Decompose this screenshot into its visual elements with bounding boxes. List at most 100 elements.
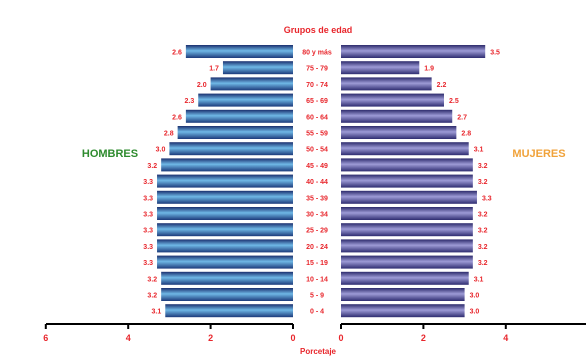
value-label-hombres: 2.3 (185, 98, 195, 105)
value-label-hombres: 3.3 (143, 244, 153, 251)
value-label-mujeres: 2.5 (449, 98, 459, 105)
bar-hombres (157, 223, 293, 237)
category-label: 10 - 14 (306, 276, 328, 283)
value-label-mujeres: 2.8 (461, 131, 471, 138)
value-label-hombres: 3.2 (147, 293, 157, 300)
category-label: 15 - 19 (306, 260, 328, 267)
category-label: 70 - 74 (306, 82, 328, 89)
bar-mujeres (341, 61, 420, 75)
value-label-hombres: 3.3 (143, 228, 153, 235)
x-axis-label: Porcetaje (300, 347, 337, 356)
bar-mujeres (341, 158, 473, 172)
bar-mujeres (341, 142, 469, 156)
category-labels: 80 y más 75 - 79 70 - 74 65 - 69 60 - 64 55 -… (302, 50, 332, 316)
bar-mujeres (341, 271, 469, 285)
left-axis-tick-label: 0 (290, 333, 295, 343)
value-label-hombres: 3.3 (143, 212, 153, 219)
value-label-hombres: 3.2 (147, 163, 157, 170)
category-label: 75 - 79 (306, 66, 328, 73)
bar-mujeres (341, 239, 473, 253)
category-label: 30 - 34 (306, 212, 328, 219)
bar-hombres (185, 109, 293, 123)
value-label-mujeres: 3.2 (478, 212, 488, 219)
bar-mujeres (341, 77, 432, 91)
value-label-mujeres: 3.2 (478, 244, 488, 251)
category-label: 45 - 49 (306, 163, 328, 170)
bar-hombres (161, 158, 293, 172)
category-label: 65 - 69 (306, 98, 328, 105)
bar-hombres (161, 288, 293, 301)
value-label-hombres: 2.6 (172, 50, 182, 57)
category-label: 60 - 64 (306, 114, 328, 121)
category-label: 5 - 9 (310, 293, 324, 300)
chart-title: Grupos de edad (284, 25, 353, 35)
bar-mujeres (341, 126, 457, 139)
value-label-hombres: 3.1 (152, 309, 162, 316)
bars-mujeres (341, 45, 486, 318)
category-label: 55 - 59 (306, 131, 328, 138)
category-label: 0 - 4 (310, 309, 324, 316)
bar-mujeres (341, 223, 473, 237)
value-label-mujeres: 3.3 (482, 195, 492, 202)
value-label-hombres: 3.3 (143, 260, 153, 267)
value-label-hombres: 2.0 (197, 82, 207, 89)
value-label-hombres: 3.2 (147, 276, 157, 283)
category-label: 20 - 24 (306, 244, 328, 251)
bar-mujeres (341, 255, 473, 269)
left-axis-tick-label: 6 (43, 333, 48, 343)
right-axis-tick-label: 0 (338, 333, 343, 343)
value-label-mujeres: 3.0 (470, 293, 480, 300)
bars-hombres (157, 45, 293, 318)
value-labels: 2.6 3.5 1.7 1.9 2.0 2.2 2.3 2.5 2.6 2.7 2.8 2.8 3.0 3… (143, 50, 500, 316)
axis-ticks: 6 4 2 0 0 2 4 (43, 324, 508, 343)
value-label-mujeres: 3.2 (478, 260, 488, 267)
value-label-mujeres: 2.2 (437, 82, 447, 89)
value-label-hombres: 3.0 (156, 147, 166, 154)
left-axis-tick-label: 4 (126, 333, 131, 343)
bar-mujeres (341, 207, 473, 220)
value-label-mujeres: 3.5 (490, 50, 500, 57)
bar-hombres (157, 174, 293, 188)
bar-hombres (165, 304, 293, 318)
bar-hombres (198, 93, 293, 107)
category-label: 40 - 44 (306, 179, 328, 186)
bar-hombres (177, 126, 293, 139)
series-label-hombres: HOMBRES (82, 148, 138, 160)
bar-hombres (157, 239, 293, 253)
bar-mujeres (341, 93, 444, 107)
bar-hombres (161, 271, 293, 285)
category-label: 50 - 54 (306, 147, 328, 154)
bar-mujeres (341, 190, 477, 204)
category-label: 35 - 39 (306, 195, 328, 202)
bar-mujeres (341, 304, 465, 318)
value-label-mujeres: 3.2 (478, 228, 488, 235)
bar-mujeres (341, 174, 473, 188)
value-label-mujeres: 3.2 (478, 163, 488, 170)
value-label-mujeres: 3.0 (470, 309, 480, 316)
left-axis-tick-label: 2 (208, 333, 213, 343)
value-label-mujeres: 3.1 (474, 147, 484, 154)
value-label-mujeres: 3.1 (474, 276, 484, 283)
value-label-mujeres: 2.7 (457, 114, 467, 121)
series-label-mujeres: MUJERES (512, 148, 565, 160)
bar-hombres (210, 77, 293, 91)
category-label: 80 y más (302, 50, 332, 57)
bar-hombres (157, 207, 293, 220)
value-label-mujeres: 1.9 (424, 66, 434, 73)
value-label-hombres: 2.8 (164, 131, 174, 138)
bar-hombres (169, 142, 293, 156)
value-label-hombres: 2.6 (172, 114, 182, 121)
bar-hombres (222, 61, 293, 75)
bar-mujeres (341, 109, 453, 123)
right-axis-tick-label: 2 (421, 333, 426, 343)
value-label-mujeres: 3.2 (478, 179, 488, 186)
bar-hombres (157, 255, 293, 269)
value-label-hombres: 3.3 (143, 179, 153, 186)
bar-hombres (157, 190, 293, 204)
bar-hombres (185, 45, 293, 58)
bar-mujeres (341, 45, 486, 58)
value-label-hombres: 3.3 (143, 195, 153, 202)
value-label-hombres: 1.7 (209, 66, 219, 73)
right-axis-tick-label: 4 (503, 333, 508, 343)
